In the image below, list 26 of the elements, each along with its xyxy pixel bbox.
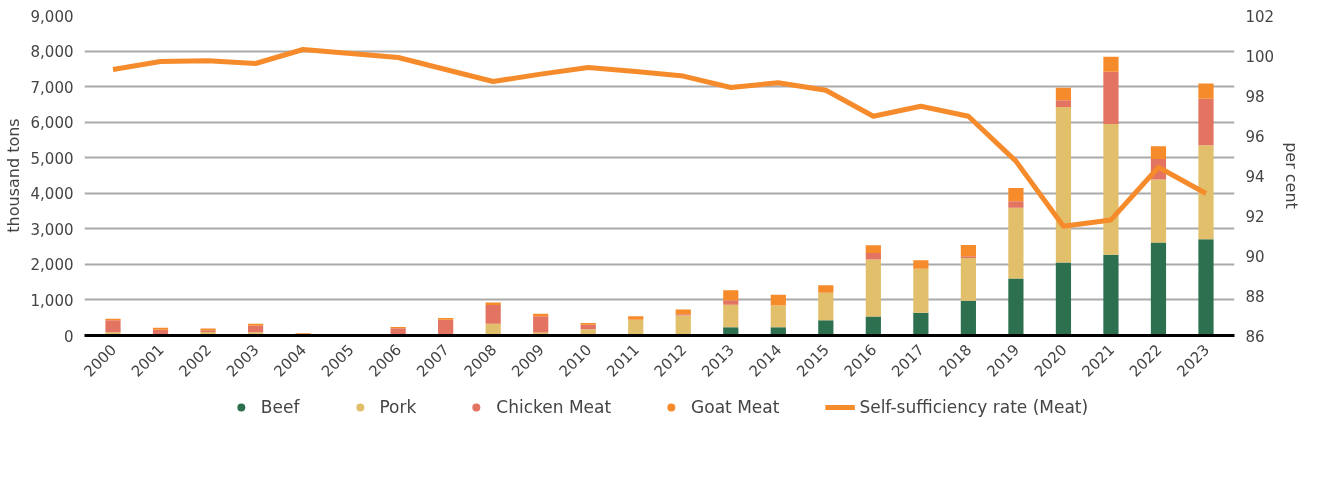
y2-tick-label: 88 bbox=[1245, 287, 1265, 306]
y-tick-label: 9,000 bbox=[30, 7, 74, 26]
y-tick-label: 3,000 bbox=[30, 220, 74, 239]
y-tick-label: 7,000 bbox=[30, 78, 74, 97]
y-tick-label: 6,000 bbox=[30, 114, 74, 133]
y2-tick-label: 102 bbox=[1245, 7, 1275, 26]
y-axis-title: thousand tons bbox=[3, 118, 23, 233]
y2-tick-label: 86 bbox=[1245, 327, 1265, 346]
y2-tick-label: 100 bbox=[1245, 47, 1275, 66]
y-tick-label: 8,000 bbox=[30, 43, 74, 62]
legend-label: Self-sufficiency rate (Meat) bbox=[859, 396, 1089, 417]
y2-axis-title: per cent bbox=[1282, 142, 1302, 209]
y-tick-label: 4,000 bbox=[30, 185, 74, 204]
y2-tick-label: 94 bbox=[1245, 167, 1265, 186]
legend-label: Goat Meat bbox=[691, 396, 780, 417]
y-tick-label: 0 bbox=[63, 327, 74, 346]
legend-label: Chicken Meat bbox=[496, 396, 612, 417]
legend-label: Beef bbox=[260, 396, 300, 417]
y-tick-label: 1,000 bbox=[30, 291, 74, 310]
y-tick-label: 2,000 bbox=[30, 256, 74, 275]
y2-tick-label: 96 bbox=[1245, 127, 1265, 146]
y2-tick-label: 90 bbox=[1245, 247, 1265, 266]
y2-tick-label: 92 bbox=[1245, 207, 1265, 226]
y2-tick-label: 98 bbox=[1245, 87, 1265, 106]
y-tick-label: 5,000 bbox=[30, 149, 74, 168]
legend-label: Pork bbox=[379, 396, 417, 417]
